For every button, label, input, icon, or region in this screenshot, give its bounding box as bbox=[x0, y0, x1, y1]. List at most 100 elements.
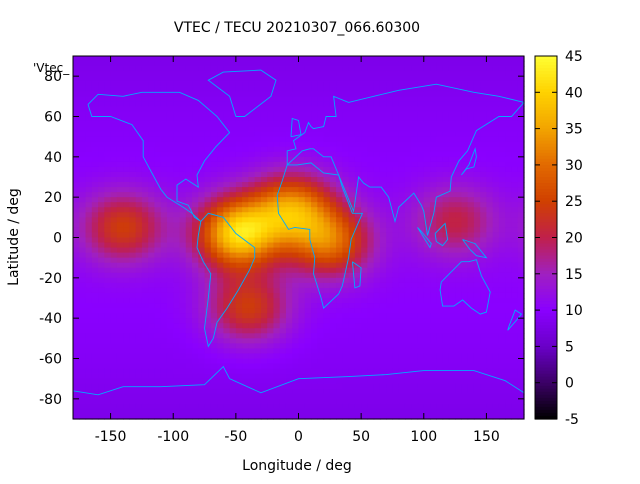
heatmap-cell bbox=[398, 252, 406, 259]
heatmap-cell bbox=[154, 106, 162, 113]
heatmap-cell bbox=[417, 81, 425, 87]
heatmap-cell bbox=[179, 106, 187, 113]
heatmap-cell bbox=[73, 227, 80, 234]
heatmap-cell bbox=[386, 292, 394, 299]
heatmap-cell bbox=[342, 232, 350, 239]
heatmap-cell bbox=[173, 126, 181, 133]
heatmap-cell bbox=[442, 237, 450, 244]
heatmap-cell bbox=[154, 242, 162, 249]
heatmap-cell bbox=[342, 141, 350, 148]
heatmap-cell bbox=[417, 323, 425, 329]
heatmap-cell bbox=[223, 353, 231, 360]
heatmap-cell bbox=[135, 126, 143, 133]
heatmap-cell bbox=[486, 106, 494, 113]
heatmap-cell bbox=[223, 363, 231, 370]
heatmap-cell bbox=[517, 363, 525, 370]
heatmap-cell bbox=[129, 403, 137, 410]
heatmap-cell bbox=[348, 177, 356, 183]
heatmap-cell bbox=[85, 287, 93, 294]
heatmap-cell bbox=[229, 86, 237, 92]
heatmap-cell bbox=[242, 328, 249, 334]
heatmap-cell bbox=[467, 197, 475, 203]
heatmap-cell bbox=[498, 277, 506, 284]
heatmap-cell bbox=[329, 136, 337, 143]
heatmap-cell bbox=[411, 292, 419, 299]
heatmap-cell bbox=[73, 156, 80, 163]
heatmap-cell bbox=[455, 388, 462, 395]
heatmap-cell bbox=[505, 151, 513, 158]
heatmap-cell bbox=[204, 348, 212, 355]
heatmap-cell bbox=[323, 192, 331, 198]
heatmap-cell bbox=[354, 192, 362, 198]
heatmap-cell bbox=[430, 86, 437, 92]
heatmap-cell bbox=[148, 282, 156, 289]
heatmap-cell bbox=[354, 378, 362, 385]
heatmap-cell bbox=[104, 378, 112, 385]
heatmap-cell bbox=[73, 106, 80, 113]
heatmap-cell bbox=[217, 272, 224, 279]
heatmap-cell bbox=[98, 303, 105, 309]
heatmap-cell bbox=[480, 136, 488, 143]
heatmap-cell bbox=[492, 373, 500, 380]
heatmap-cell bbox=[279, 298, 287, 304]
heatmap-cell bbox=[417, 292, 425, 299]
heatmap-cell bbox=[192, 106, 199, 113]
heatmap-cell bbox=[185, 81, 193, 87]
heatmap-cell bbox=[229, 287, 237, 294]
heatmap-cell bbox=[367, 81, 375, 87]
heatmap-cell bbox=[373, 166, 381, 173]
heatmap-cell bbox=[411, 131, 419, 138]
heatmap-cell bbox=[486, 222, 494, 229]
heatmap-cell bbox=[248, 378, 256, 385]
heatmap-cell bbox=[110, 227, 118, 234]
heatmap-cell bbox=[486, 156, 494, 163]
heatmap-cell bbox=[323, 358, 331, 365]
heatmap-cell bbox=[448, 298, 456, 304]
heatmap-cell bbox=[248, 66, 256, 72]
heatmap-cell bbox=[198, 368, 206, 375]
heatmap-cell bbox=[505, 262, 513, 269]
heatmap-cell bbox=[473, 106, 481, 113]
heatmap-cell bbox=[254, 383, 262, 390]
heatmap-cell bbox=[492, 126, 500, 133]
heatmap-cell bbox=[292, 151, 300, 158]
heatmap-cell bbox=[367, 277, 375, 284]
heatmap-cell bbox=[210, 272, 218, 279]
heatmap-cell bbox=[448, 182, 456, 188]
heatmap-cell bbox=[442, 171, 450, 178]
heatmap-cell bbox=[242, 292, 249, 299]
heatmap-cell bbox=[298, 252, 306, 259]
heatmap-cell bbox=[166, 126, 174, 133]
heatmap-cell bbox=[511, 192, 519, 198]
heatmap-cell bbox=[204, 177, 212, 183]
heatmap-cell bbox=[348, 217, 356, 223]
heatmap-cell bbox=[498, 136, 506, 143]
heatmap-cell bbox=[373, 141, 381, 148]
heatmap-cell bbox=[361, 202, 368, 208]
heatmap-cell bbox=[148, 308, 156, 314]
heatmap-cell bbox=[486, 272, 494, 279]
heatmap-cell bbox=[123, 161, 130, 168]
heatmap-cell bbox=[511, 56, 519, 62]
heatmap-cell bbox=[116, 207, 124, 213]
heatmap-cell bbox=[423, 373, 431, 380]
heatmap-cell bbox=[436, 313, 444, 319]
chart-title: VTEC / TECU 20210307_066.60300 bbox=[174, 20, 420, 36]
heatmap-cell bbox=[267, 207, 275, 213]
heatmap-cell bbox=[179, 227, 187, 234]
heatmap-cell bbox=[342, 217, 350, 223]
heatmap-cell bbox=[398, 111, 406, 118]
heatmap-cell bbox=[73, 66, 80, 72]
heatmap-cell bbox=[342, 126, 350, 133]
heatmap-cell bbox=[254, 187, 262, 193]
heatmap-cell bbox=[430, 303, 437, 309]
heatmap-cell bbox=[73, 247, 80, 254]
heatmap-cell bbox=[229, 177, 237, 183]
heatmap-cell bbox=[311, 66, 318, 72]
heatmap-cell bbox=[104, 182, 112, 188]
heatmap-cell bbox=[386, 383, 394, 390]
heatmap-cell bbox=[398, 91, 406, 97]
heatmap-cell bbox=[110, 141, 118, 148]
heatmap-cell bbox=[417, 308, 425, 314]
heatmap-cell bbox=[229, 126, 237, 133]
